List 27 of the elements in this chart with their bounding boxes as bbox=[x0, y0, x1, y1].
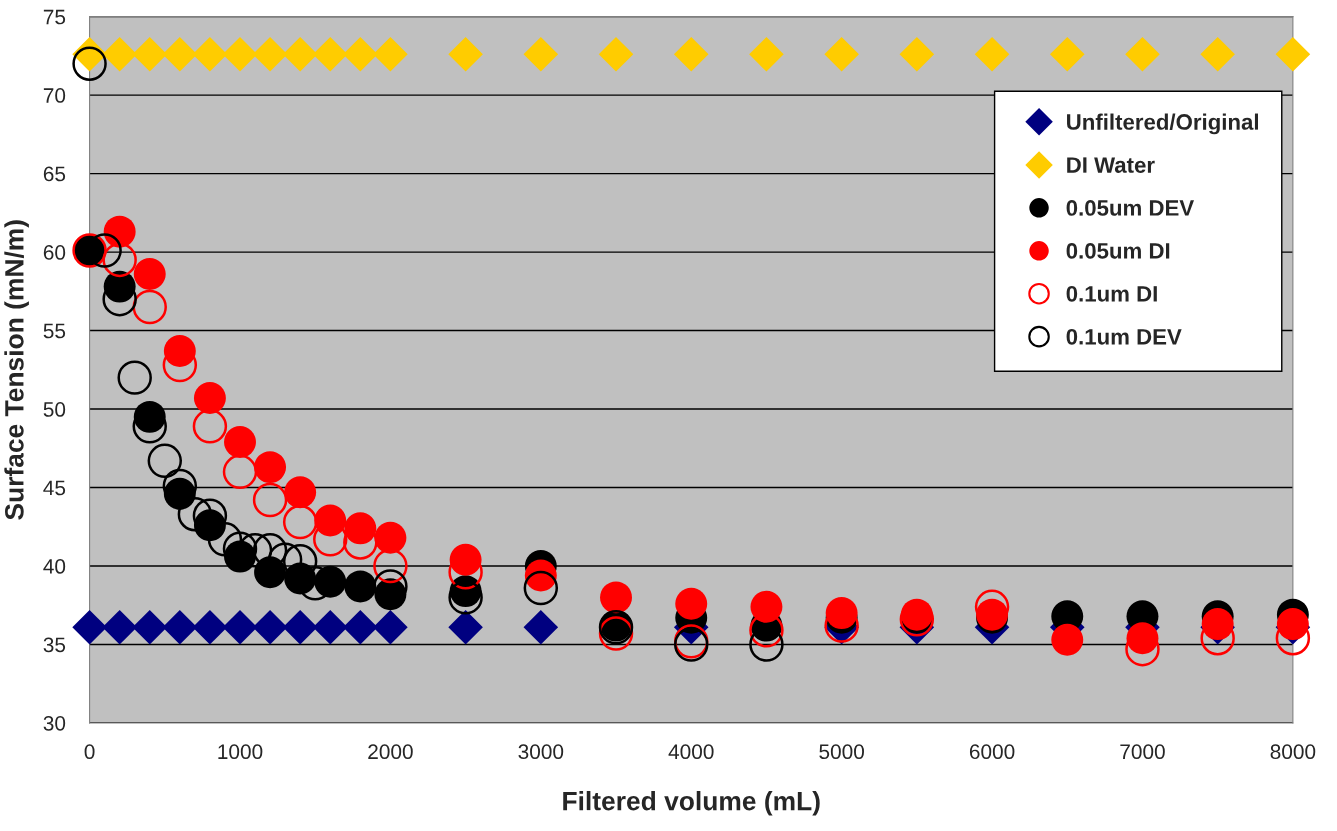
x-tick-label: 1000 bbox=[218, 744, 263, 760]
y-tick-label: 30 bbox=[43, 715, 66, 731]
x-tick-label: 0 bbox=[84, 744, 95, 760]
legend-label: 0.05um DEV bbox=[1066, 200, 1195, 216]
legend-label: DI Water bbox=[1067, 157, 1155, 173]
x-axis-title: Filtered volume (mL) bbox=[563, 791, 820, 816]
y-tick-label: 75 bbox=[43, 9, 66, 25]
x-tick-label: 8000 bbox=[1270, 744, 1316, 760]
legend-label: 0.1um DEV bbox=[1066, 328, 1182, 345]
legend-label: Unfiltered/Original bbox=[1067, 113, 1258, 135]
y-tick-label: 70 bbox=[43, 88, 66, 103]
y-tick-label: 50 bbox=[43, 402, 66, 417]
x-tick-label: 7000 bbox=[1120, 744, 1165, 760]
x-tick-label: 3000 bbox=[518, 744, 564, 760]
y-tick-label: 60 bbox=[43, 245, 66, 260]
legend-label: 0.05um DI bbox=[1066, 243, 1170, 259]
x-tick-label: 2000 bbox=[368, 744, 413, 760]
y-tick-label: 40 bbox=[43, 559, 66, 574]
y-tick-label: 45 bbox=[43, 480, 66, 496]
y-tick-label: 65 bbox=[43, 166, 66, 182]
x-tick-label: 4000 bbox=[668, 744, 714, 760]
x-tick-label: 5000 bbox=[819, 744, 864, 760]
y-tick-label: 55 bbox=[43, 323, 66, 339]
y-axis-title: Surface Tension (mN/m) bbox=[4, 220, 29, 520]
legend-label: 0.1um DI bbox=[1066, 285, 1157, 302]
y-tick-label: 35 bbox=[43, 637, 66, 653]
x-tick-label: 6000 bbox=[969, 744, 1015, 760]
